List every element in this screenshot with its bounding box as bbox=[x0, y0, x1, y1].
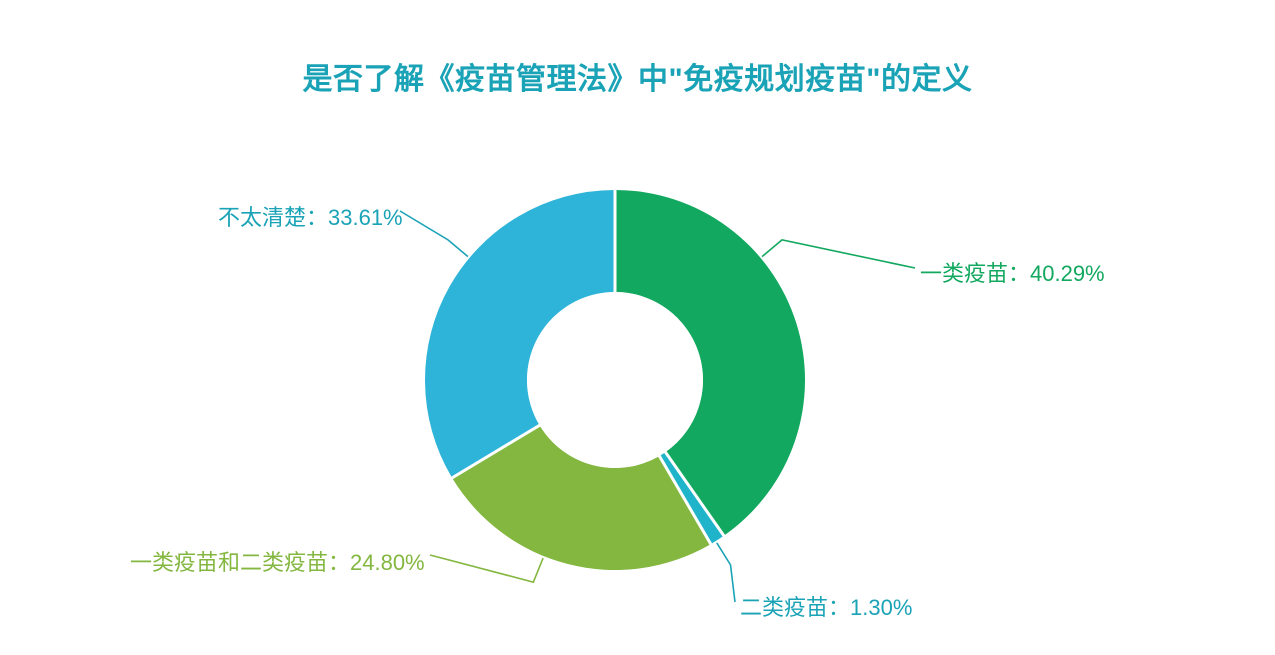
chart-title: 是否了解《疫苗管理法》中"免疫规划疫苗"的定义 bbox=[0, 54, 1275, 98]
donut-hole bbox=[527, 292, 703, 468]
leader-unsure bbox=[400, 211, 468, 257]
label-class2: 二类疫苗：1.30% bbox=[740, 590, 912, 622]
leader-class1 bbox=[762, 240, 915, 268]
leader-class2 bbox=[717, 543, 735, 602]
label-unsure: 不太清楚：33.61% bbox=[218, 200, 403, 232]
label-both: 一类疫苗和二类疫苗：24.80% bbox=[130, 545, 425, 577]
label-class1: 一类疫苗：40.29% bbox=[920, 256, 1105, 288]
chart-container: 是否了解《疫苗管理法》中"免疫规划疫苗"的定义 一类疫苗：40.29% 二类疫苗：… bbox=[0, 0, 1275, 650]
leader-both bbox=[430, 555, 543, 582]
